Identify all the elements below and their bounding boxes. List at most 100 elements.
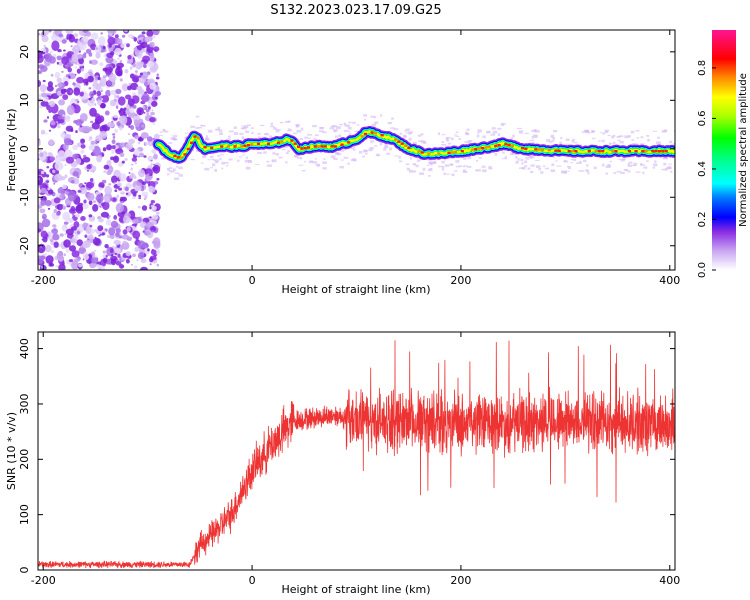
noise-speckle bbox=[82, 35, 89, 42]
noise-speckle bbox=[76, 76, 85, 84]
noise-speckle bbox=[117, 57, 121, 61]
ridge-halo bbox=[510, 137, 514, 140]
noise-speckle bbox=[72, 213, 75, 217]
ridge-halo bbox=[237, 159, 240, 162]
noise-speckle bbox=[108, 67, 113, 73]
ridge-halo bbox=[196, 127, 201, 129]
noise-speckle bbox=[119, 78, 123, 82]
ridge-halo bbox=[295, 124, 300, 126]
noise-speckle bbox=[73, 33, 79, 38]
noise-speckle bbox=[80, 67, 84, 72]
ridge-halo bbox=[598, 140, 602, 142]
ridge-halo bbox=[625, 169, 629, 171]
ridge-halo bbox=[591, 137, 596, 140]
ridge-halo bbox=[218, 130, 223, 133]
noise-speckle bbox=[70, 45, 73, 48]
ridge-halo bbox=[340, 159, 344, 161]
noise-speckle bbox=[141, 31, 146, 35]
noise-speckle bbox=[127, 133, 131, 135]
ridge-halo bbox=[211, 158, 215, 161]
ridge-halo bbox=[466, 128, 470, 131]
noise-speckle bbox=[64, 138, 72, 146]
ridge-halo bbox=[441, 144, 446, 146]
noise-speckle bbox=[75, 119, 83, 126]
ridge-halo bbox=[167, 173, 170, 176]
ridge-halo bbox=[184, 132, 189, 134]
ridge-halo bbox=[337, 153, 342, 156]
noise-speckle bbox=[143, 111, 146, 114]
ridge-core-peak bbox=[664, 150, 668, 153]
ridge-halo bbox=[463, 157, 467, 160]
noise-speckle bbox=[116, 194, 120, 198]
noise-speckle bbox=[141, 71, 149, 79]
ridge-halo bbox=[245, 166, 251, 170]
noise-speckle bbox=[129, 66, 133, 70]
ridge-halo bbox=[466, 140, 471, 144]
noise-speckle bbox=[94, 113, 101, 119]
noise-speckle bbox=[48, 139, 55, 146]
ridge-halo bbox=[301, 127, 304, 131]
noise-speckle bbox=[89, 178, 94, 182]
noise-speckle bbox=[105, 254, 108, 258]
ridge-halo bbox=[593, 166, 597, 170]
noise-speckle bbox=[57, 124, 61, 129]
noise-speckle bbox=[106, 80, 112, 86]
ridge-halo bbox=[342, 147, 347, 151]
ridge-core-peak bbox=[320, 145, 324, 148]
ridge-core-peak bbox=[380, 134, 384, 137]
ridge-halo bbox=[379, 142, 383, 146]
ridge-halo bbox=[486, 130, 491, 134]
ridge-halo bbox=[565, 143, 570, 146]
ridge-halo bbox=[347, 130, 351, 133]
ridge-halo bbox=[586, 164, 589, 167]
noise-speckle bbox=[142, 181, 147, 186]
noise-speckle bbox=[63, 221, 69, 225]
noise-speckle bbox=[38, 70, 43, 74]
ridge-halo bbox=[570, 162, 574, 164]
noise-speckle bbox=[149, 173, 153, 177]
noise-speckle bbox=[104, 185, 113, 195]
noise-speckle bbox=[64, 164, 67, 166]
noise-speckle bbox=[92, 255, 95, 258]
noise-speckle bbox=[56, 61, 60, 65]
ridge-halo bbox=[315, 163, 320, 166]
noise-speckle bbox=[51, 40, 60, 52]
y-tick-label: 10 bbox=[18, 93, 31, 107]
ridge-halo bbox=[413, 163, 417, 166]
ridge-halo bbox=[663, 162, 667, 166]
ridge-core-peak bbox=[293, 142, 297, 145]
noise-speckle bbox=[57, 150, 66, 160]
ridge-core-peak bbox=[477, 147, 481, 150]
noise-speckle bbox=[82, 222, 88, 228]
ridge-core-peak bbox=[256, 142, 261, 146]
ridge-halo bbox=[531, 136, 534, 139]
ridge-halo bbox=[285, 120, 290, 123]
noise-speckle bbox=[62, 225, 65, 228]
ridge-halo bbox=[481, 165, 486, 168]
ridge-halo bbox=[528, 155, 531, 157]
ridge-halo bbox=[340, 150, 345, 152]
ridge-halo bbox=[602, 132, 606, 135]
noise-speckle bbox=[75, 98, 79, 102]
ridge-halo bbox=[201, 155, 207, 158]
ridge-halo bbox=[214, 169, 218, 172]
ridge-halo bbox=[164, 130, 169, 133]
ridge-halo bbox=[220, 139, 223, 141]
noise-speckle bbox=[156, 73, 159, 77]
noise-speckle bbox=[141, 205, 148, 211]
ridge-halo bbox=[275, 129, 281, 131]
noise-speckle bbox=[153, 133, 160, 140]
ridge-core-peak bbox=[470, 148, 474, 151]
noise-speckle bbox=[41, 218, 51, 228]
ridge-core-peak bbox=[524, 147, 528, 150]
ridge-halo bbox=[616, 171, 622, 173]
noise-speckle bbox=[104, 244, 109, 249]
ridge-halo bbox=[260, 124, 265, 127]
noise-speckle bbox=[121, 234, 129, 240]
noise-speckle bbox=[111, 197, 117, 202]
ridge-halo bbox=[322, 167, 327, 170]
noise-speckle bbox=[134, 70, 138, 73]
ridge-halo bbox=[185, 135, 190, 138]
ridge-halo bbox=[653, 163, 658, 167]
noise-speckle bbox=[78, 246, 86, 255]
